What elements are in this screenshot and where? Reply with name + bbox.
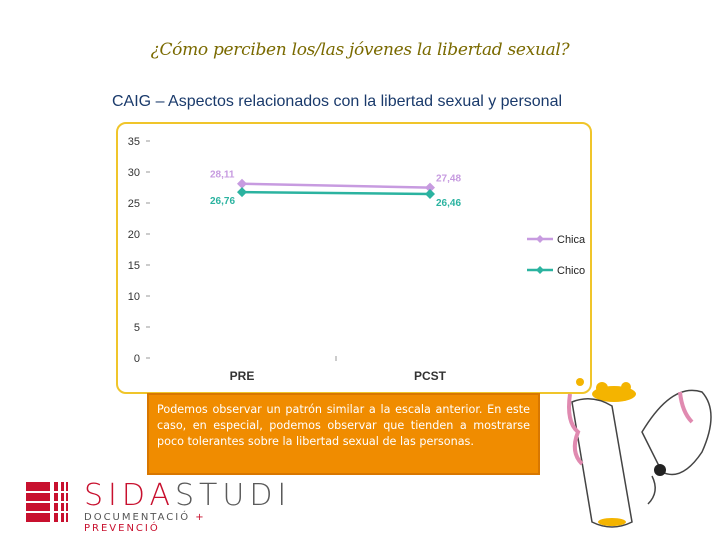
data-label: 26,46 [436,198,461,209]
y-tick-label: 25 [128,198,140,210]
slide-title: ¿Cómo perciben los/las jóvenes la libert… [150,40,570,60]
y-tick-label: 0 [134,353,140,365]
data-point-chica [425,182,435,193]
legend-label-chica: Chica [557,234,586,246]
y-tick-label: 20 [128,229,140,241]
note-text: Podemos observar un patrón similar a la … [157,403,530,448]
x-tick-label: PCST [414,369,447,383]
data-label: 26,76 [210,196,235,207]
condom-illustration-icon [567,378,712,528]
data-label: 27,48 [436,174,461,185]
note-box: Podemos observar un patrón similar a la … [147,393,540,475]
logo-mark-icon [26,482,68,522]
x-tick-label: PRE [230,369,255,383]
data-label: 28,11 [210,170,235,181]
y-tick-label: 30 [128,167,140,179]
logo-name: SIDASTUDI [84,478,292,513]
series-line-chico [241,190,431,196]
logo-tagline: DOCUMENTACIÓ + PREVENCIÓ [84,512,206,534]
data-point-chica [237,178,247,189]
legend-marker-chica [536,235,544,243]
data-point-chico [237,187,247,198]
chart-frame [116,122,592,394]
legend-marker-chico [536,266,544,274]
chart-subtitle: CAIG – Aspectos relacionados con la libe… [112,93,563,110]
legend-label-chico: Chico [557,265,585,277]
y-tick-label: 15 [128,260,140,272]
y-tick-label: 5 [134,322,140,334]
sidastudi-logo: SIDASTUDI DOCUMENTACIÓ + PREVENCIÓ [26,478,286,534]
y-tick-label: 35 [128,136,140,148]
data-point-chico [425,188,435,199]
y-tick-label: 10 [128,291,140,303]
series-line-chica [241,182,431,189]
